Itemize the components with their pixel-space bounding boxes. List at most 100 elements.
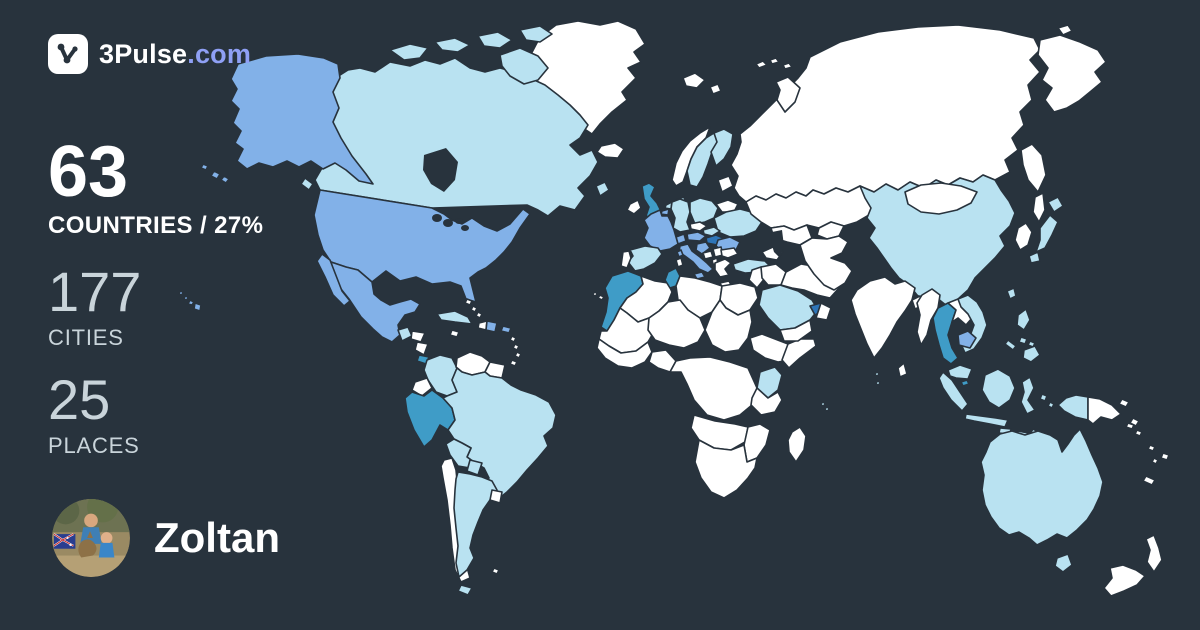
country-sudan — [704, 299, 753, 353]
arctic-islands-3 — [477, 31, 513, 49]
country-somalia — [781, 338, 817, 369]
nz-north-island — [1145, 534, 1163, 573]
country-ecuador — [411, 377, 433, 397]
countries-count: 63 — [48, 132, 129, 212]
corsica — [676, 249, 684, 258]
places-count: 25 — [48, 368, 111, 431]
country-argentina — [453, 471, 498, 578]
country-sri-lanka — [897, 362, 908, 378]
canary-islands — [592, 291, 605, 301]
japan-hokkaido — [1047, 196, 1064, 213]
philippines-mindanao — [1022, 345, 1041, 363]
country-korea — [1014, 222, 1033, 251]
countries-label: COUNTRIES / 27% — [48, 212, 264, 239]
country-south-africa — [694, 439, 758, 499]
country-czechia — [689, 221, 708, 232]
west-africa — [596, 338, 653, 369]
brand-logo-icon — [48, 34, 88, 74]
country-myanmar — [916, 288, 941, 346]
country-malaysia — [947, 364, 973, 380]
arctic-islands-2 — [434, 37, 471, 53]
country-tanzania — [750, 387, 783, 416]
country-austria — [686, 231, 707, 242]
country-jamaica — [449, 329, 460, 338]
central-africa — [669, 356, 758, 421]
country-mongolia — [904, 182, 978, 215]
png-islands — [1118, 398, 1140, 427]
nz-south-island — [1103, 564, 1146, 597]
caspian-sea — [771, 230, 784, 258]
country-russia-ne — [1037, 34, 1107, 113]
country-vietnam — [957, 294, 988, 354]
country-madagascar — [787, 426, 807, 463]
avatar-photo — [52, 499, 130, 577]
bahamas — [464, 298, 483, 319]
sulawesi — [1020, 376, 1036, 415]
great-lake-4 — [461, 225, 469, 231]
maldives — [874, 371, 881, 386]
country-italy — [678, 243, 714, 274]
user-name: Zoltan — [154, 514, 280, 561]
japan-honshu — [1035, 214, 1059, 253]
svalbard-2 — [709, 83, 722, 95]
brand-logo: 3Pulse.com — [48, 34, 251, 74]
hudson-bay — [423, 148, 458, 192]
country-nicaragua — [414, 341, 429, 356]
great-lake-1 — [432, 214, 442, 222]
baffin-island — [499, 47, 549, 85]
country-cambodia — [957, 330, 977, 349]
country-mexico — [330, 261, 421, 343]
falklands — [491, 567, 500, 575]
papua-new-guinea — [1087, 396, 1122, 425]
country-singapore — [960, 379, 970, 387]
philippines-luzon — [1016, 308, 1031, 331]
baja-california — [316, 253, 351, 307]
country-ireland — [626, 199, 642, 215]
country-belarus — [715, 199, 739, 213]
country-dominican-republic — [485, 320, 498, 333]
vancouver-island — [300, 177, 314, 191]
sicily — [693, 271, 706, 280]
island-wrangel — [1057, 24, 1073, 36]
lesser-antilles — [509, 335, 522, 367]
borneo — [981, 368, 1016, 409]
country-bosnia — [702, 250, 714, 260]
avatar — [52, 499, 130, 577]
country-france — [643, 209, 679, 252]
great-lake-3 — [455, 218, 463, 224]
places-label: PLACES — [48, 433, 140, 458]
puerto-rico — [500, 325, 512, 334]
baltic-states — [717, 175, 734, 193]
franz-josef — [755, 57, 793, 70]
hawaii — [178, 290, 202, 312]
cities-count: 177 — [48, 260, 142, 323]
aleutian-islands — [200, 163, 230, 184]
arctic-islands-1 — [389, 43, 429, 61]
country-cuba — [436, 310, 473, 325]
country-china — [859, 174, 1016, 307]
brand-name: 3Pulse.com — [99, 39, 251, 70]
tasmania — [1054, 553, 1073, 573]
pulse-nodes-icon — [57, 43, 78, 64]
country-bulgaria — [720, 247, 739, 259]
country-croatia — [695, 241, 711, 255]
ellesmere — [519, 25, 553, 43]
country-australia — [980, 428, 1104, 546]
sakhalin — [1032, 192, 1046, 223]
country-ukraine — [713, 208, 763, 238]
moluccas — [1039, 393, 1055, 409]
country-yemen — [779, 319, 813, 342]
novaya-zemlya — [775, 76, 801, 113]
newfoundland — [595, 181, 610, 197]
great-lake-2 — [443, 219, 453, 227]
country-peru — [404, 389, 456, 448]
country-india — [850, 276, 916, 359]
country-taiwan — [1006, 287, 1017, 300]
country-germany — [670, 198, 691, 233]
country-paraguay — [466, 459, 483, 476]
country-canada — [314, 57, 599, 217]
country-iceland — [596, 142, 625, 159]
